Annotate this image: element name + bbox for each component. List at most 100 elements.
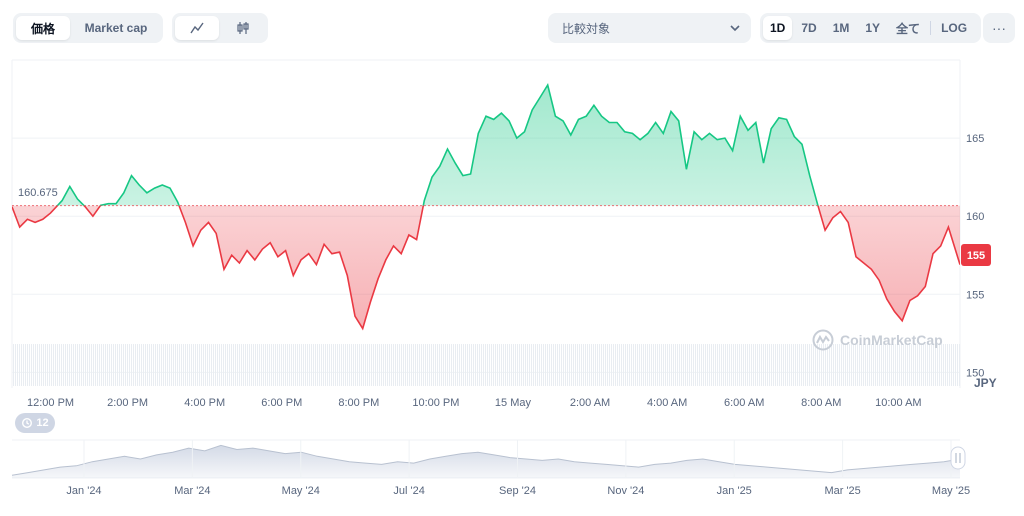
volume-bar xyxy=(419,344,420,386)
volume-bar xyxy=(927,344,928,386)
volume-bar xyxy=(799,344,800,386)
volume-bar xyxy=(69,344,70,386)
volume-bar xyxy=(81,344,82,386)
volume-bar xyxy=(777,344,778,386)
volume-bar xyxy=(705,344,706,386)
history-badge[interactable]: 12 xyxy=(15,413,55,433)
volume-bar xyxy=(843,344,844,386)
range-navigator[interactable] xyxy=(11,439,961,479)
volume-bar xyxy=(721,344,722,386)
volume-bar xyxy=(625,344,626,386)
volume-bar xyxy=(53,344,54,386)
volume-bar xyxy=(225,344,226,386)
compare-select[interactable]: 比較対象 xyxy=(548,13,751,43)
volume-bar xyxy=(227,344,228,386)
volume-bar xyxy=(281,344,282,386)
volume-bar xyxy=(73,344,74,386)
log-scale-toggle[interactable]: LOG xyxy=(941,21,968,35)
volume-bar xyxy=(297,344,298,386)
volume-bar xyxy=(427,344,428,386)
navigator-handle[interactable] xyxy=(950,446,966,470)
volume-bar xyxy=(311,344,312,386)
volume-bar xyxy=(757,344,758,386)
volume-bar xyxy=(931,344,932,386)
volume-bar xyxy=(861,344,862,386)
volume-bar xyxy=(125,344,126,386)
line-chart-icon xyxy=(190,22,204,34)
volume-bar xyxy=(877,344,878,386)
volume-bar xyxy=(197,344,198,386)
volume-bar xyxy=(895,344,896,386)
volume-bar xyxy=(491,344,492,386)
current-price-tag: 155 xyxy=(961,244,991,266)
volume-bar xyxy=(415,344,416,386)
volume-bar xyxy=(451,344,452,386)
volume-bar xyxy=(663,344,664,386)
volume-bar xyxy=(585,344,586,386)
volume-bar xyxy=(881,344,882,386)
volume-bar xyxy=(147,344,148,386)
volume-bar xyxy=(611,344,612,386)
volume-bar xyxy=(377,344,378,386)
range-1y[interactable]: 1Y xyxy=(865,21,881,35)
x-tick-label: 10:00 PM xyxy=(412,397,459,409)
volume-bar xyxy=(251,344,252,386)
volume-bar xyxy=(347,344,348,386)
volume-bar xyxy=(123,344,124,386)
volume-bar xyxy=(893,344,894,386)
tab-market-cap[interactable]: Market cap xyxy=(84,21,148,35)
volume-bar xyxy=(519,344,520,386)
candlestick-button[interactable] xyxy=(221,16,265,40)
volume-bar xyxy=(613,344,614,386)
volume-bar xyxy=(693,344,694,386)
volume-bar xyxy=(283,344,284,386)
y-tick-label: 160 xyxy=(966,211,984,223)
range-all[interactable]: 全て xyxy=(896,21,921,36)
tab-price[interactable]: 価格 xyxy=(16,16,70,40)
volume-bar xyxy=(77,344,78,386)
chart-type-toggle xyxy=(172,13,268,43)
volume-bar xyxy=(343,344,344,386)
x-tick-label: 2:00 AM xyxy=(570,397,610,409)
volume-bar xyxy=(813,344,814,386)
range-1d[interactable]: 1D xyxy=(763,16,793,40)
volume-bar xyxy=(621,344,622,386)
volume-bar xyxy=(183,344,184,386)
volume-bar xyxy=(837,344,838,386)
volume-bar xyxy=(561,344,562,386)
volume-bar xyxy=(823,344,824,386)
volume-bar xyxy=(553,344,554,386)
volume-bar xyxy=(61,344,62,386)
volume-bar xyxy=(803,344,804,386)
volume-bar xyxy=(793,344,794,386)
x-tick-label: 15 May xyxy=(495,397,532,409)
y-tick-label: 155 xyxy=(966,289,984,301)
volume-bar xyxy=(33,344,34,386)
volume-bar xyxy=(157,344,158,386)
volume-bar xyxy=(275,344,276,386)
navigator-tick-label: May '25 xyxy=(932,485,970,497)
volume-bar xyxy=(915,344,916,386)
volume-bar xyxy=(177,344,178,386)
range-1m[interactable]: 1M xyxy=(832,21,850,35)
volume-bar xyxy=(405,344,406,386)
volume-bar xyxy=(387,344,388,386)
volume-bar xyxy=(677,344,678,386)
volume-bar xyxy=(659,344,660,386)
range-7d[interactable]: 7D xyxy=(801,21,817,35)
volume-bar xyxy=(471,344,472,386)
volume-bar xyxy=(697,344,698,386)
more-options-button[interactable]: ··· xyxy=(983,13,1015,43)
volume-bar xyxy=(321,344,322,386)
volume-bar xyxy=(85,344,86,386)
volume-bar xyxy=(433,344,434,386)
volume-bar xyxy=(103,344,104,386)
volume-bar xyxy=(957,344,958,386)
volume-bar xyxy=(477,344,478,386)
volume-bar xyxy=(687,344,688,386)
volume-bar xyxy=(305,344,306,386)
volume-bar xyxy=(475,344,476,386)
volume-bar xyxy=(533,344,534,386)
line-chart-button[interactable] xyxy=(175,16,219,40)
